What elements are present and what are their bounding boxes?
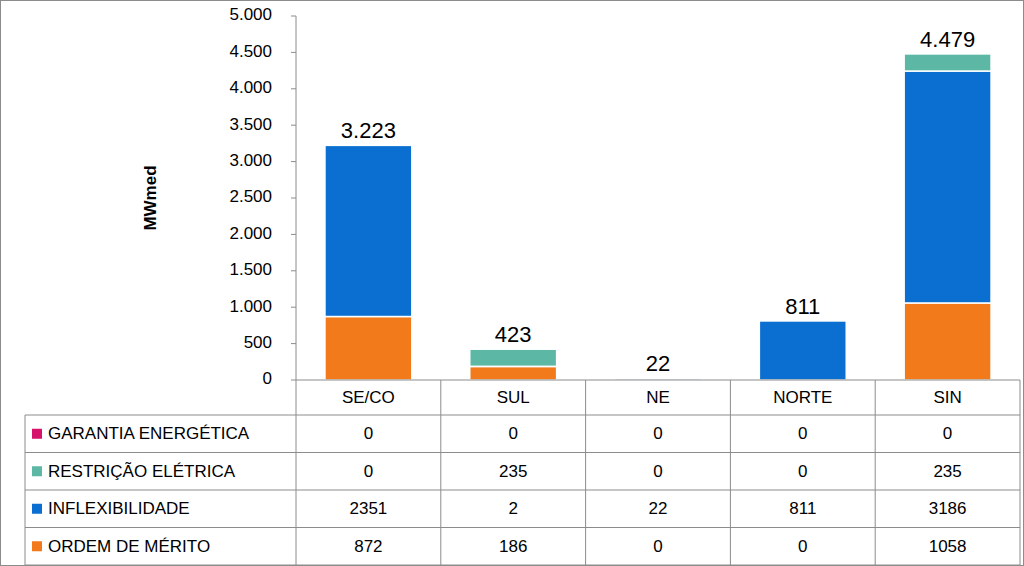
- table-value: 22: [649, 499, 668, 518]
- table-value: 0: [798, 462, 807, 481]
- legend-label: GARANTIA ENERGÉTICA: [48, 424, 250, 443]
- table-value: 0: [508, 424, 517, 443]
- y-tick: [291, 343, 296, 344]
- y-tick: [291, 380, 296, 381]
- legend-key: [32, 466, 42, 476]
- y-axis: [296, 16, 297, 380]
- bar-segment: [759, 320, 846, 322]
- table-line: [25, 527, 1020, 528]
- table-value: 0: [943, 424, 952, 443]
- bar-segment: [759, 321, 846, 380]
- bar-segment: [904, 303, 991, 380]
- y-tick-label: 3.500: [229, 115, 272, 134]
- y-tick-label: 0: [263, 369, 272, 388]
- table-value: 0: [798, 537, 807, 556]
- legend-label: INFLEXIBILIDADE: [48, 499, 190, 518]
- table-value: 3186: [929, 499, 967, 518]
- y-tick: [291, 52, 296, 53]
- y-tick: [291, 125, 296, 126]
- table-value: 0: [653, 424, 662, 443]
- table-value: 235: [499, 462, 527, 481]
- total-label: 423: [495, 322, 532, 347]
- x-tick-label: SIN: [933, 388, 961, 407]
- table-line: [25, 565, 1020, 566]
- y-tick: [291, 307, 296, 308]
- bar-segment: [470, 348, 557, 350]
- total-label: 4.479: [920, 27, 975, 52]
- y-tick-label: 2.500: [229, 187, 272, 206]
- y-tick-label: 4.500: [229, 42, 272, 61]
- table-line: [585, 380, 586, 565]
- bar-segment: [615, 378, 702, 380]
- y-tick-label: 1.000: [229, 297, 272, 316]
- y-tick: [291, 234, 296, 235]
- x-tick-label: SE/CO: [342, 388, 395, 407]
- table-value: 0: [364, 462, 373, 481]
- table-line: [296, 380, 297, 565]
- table-value: 2: [508, 499, 517, 518]
- table-line: [296, 380, 1020, 381]
- y-tick-label: 5.000: [229, 5, 272, 24]
- y-tick: [291, 270, 296, 271]
- y-tick: [291, 161, 296, 162]
- bar-segment: [470, 349, 557, 366]
- bar-segment: [325, 145, 412, 147]
- y-axis-title: MWmed: [141, 165, 160, 230]
- bars: [325, 54, 991, 380]
- table-line: [25, 415, 1020, 416]
- table-line: [25, 490, 1020, 491]
- bar-segment: [325, 317, 412, 380]
- legend-label: RESTRIÇÃO ELÉTRICA: [48, 462, 236, 481]
- x-tick-label: NORTE: [773, 388, 832, 407]
- bar-segment: [759, 320, 846, 322]
- table-line: [440, 380, 441, 565]
- table-value: 0: [798, 424, 807, 443]
- chart-frame: [1, 1, 1024, 566]
- bar-segment: [904, 54, 991, 71]
- chart: MWmed 0 500 1.000 1.500 2.000 2.500 3.000 3.500 4…: [0, 0, 1024, 566]
- x-tick-label: NE: [646, 388, 670, 407]
- table-value: 872: [354, 537, 382, 556]
- total-label: 22: [646, 351, 670, 376]
- table-line: [730, 380, 731, 565]
- table-line: [25, 452, 1020, 453]
- table-value: 235: [933, 462, 961, 481]
- y-tick-label: 500: [244, 333, 272, 352]
- bar-segment: [904, 53, 991, 55]
- table-value: 0: [364, 424, 373, 443]
- y-tick-label: 1.500: [229, 260, 272, 279]
- table-line: [25, 415, 26, 565]
- y-tick-label: 2.000: [229, 224, 272, 243]
- y-tick-label: 3.000: [229, 151, 272, 170]
- legend-key: [32, 541, 42, 551]
- legend-label: ORDEM DE MÉRITO: [48, 537, 210, 556]
- table-value: 2351: [349, 499, 387, 518]
- table-value: 0: [653, 537, 662, 556]
- y-tick: [291, 16, 296, 17]
- x-tick-label: SUL: [497, 388, 530, 407]
- bar-segment: [615, 378, 702, 380]
- y-tick-label: 4.000: [229, 78, 272, 97]
- y-tick: [291, 198, 296, 199]
- bar-segment: [470, 366, 557, 380]
- table-value: 811: [789, 499, 816, 518]
- bar-segment: [325, 145, 412, 147]
- legend-key: [32, 429, 42, 439]
- table-value: 1058: [929, 537, 967, 556]
- total-label: 3.223: [341, 118, 396, 143]
- table-line: [1020, 380, 1021, 565]
- legend-key: [32, 504, 42, 514]
- bar-segment: [325, 145, 412, 316]
- table-value: 186: [499, 537, 527, 556]
- bar-segment: [904, 71, 991, 303]
- y-tick: [291, 88, 296, 89]
- table-value: 0: [653, 462, 662, 481]
- table-line: [875, 380, 876, 565]
- total-label: 811: [785, 294, 820, 319]
